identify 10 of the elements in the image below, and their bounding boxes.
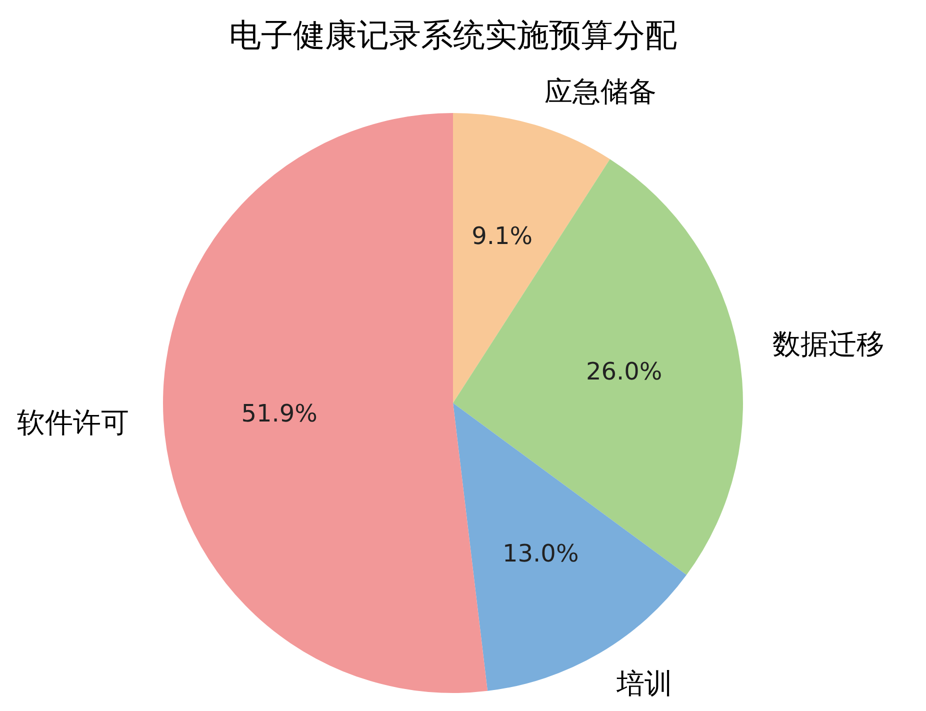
data-label: 9.1% xyxy=(472,222,533,250)
slice-label: 数据迁移 xyxy=(772,328,884,361)
slice-label: 应急储备 xyxy=(544,74,657,108)
data-label: 13.0% xyxy=(502,539,579,568)
data-label: 51.9% xyxy=(241,399,318,428)
data-label: 26.0% xyxy=(586,357,662,386)
slice-label: 软件许可 xyxy=(16,406,129,439)
chart-title: 电子健康记录系统实施预算分配 xyxy=(229,16,677,54)
slice-label: 培训 xyxy=(616,667,673,700)
pie-slice xyxy=(453,159,743,575)
